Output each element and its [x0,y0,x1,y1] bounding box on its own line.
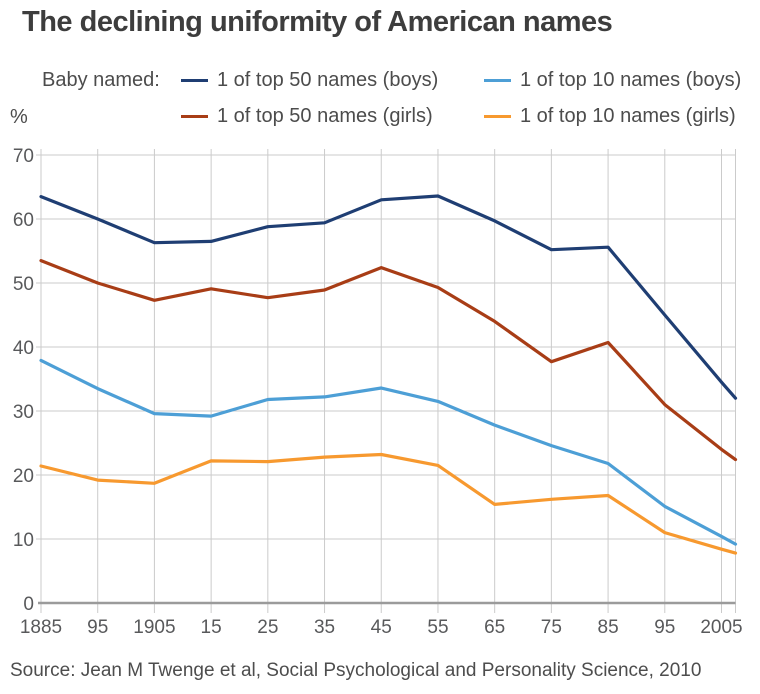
x-tick-label: 75 [541,617,562,638]
legend-label-top10-boys: 1 of top 10 names (boys) [520,69,742,91]
series-line-top50-girls [39,259,738,462]
legend-swatch-top10-girls-icon [484,114,511,119]
x-tick-label: 1885 [20,617,62,638]
legend-item-top10-girls: 1 of top 10 names (girls) [484,105,736,128]
legend-swatch-top50-girls-icon [181,114,208,119]
y-tick-label: 60 [13,210,34,231]
y-tick-label: 30 [13,402,34,423]
x-tick-label: 55 [427,617,448,638]
x-tick-label: 95 [654,617,675,638]
legend-label-top50-boys: 1 of top 50 names (boys) [217,69,439,91]
legend-label-top10-girls: 1 of top 10 names (girls) [520,105,736,127]
series-line-top50-boys [39,194,738,400]
y-tick-label: 50 [13,274,34,295]
x-tick-label: 15 [201,617,222,638]
series-line-top10-boys [39,358,738,546]
x-tick-label: 85 [598,617,619,638]
series-line-top10-girls [39,452,738,555]
x-tick-label: 65 [484,617,505,638]
x-tick-label: 2005 [700,617,742,638]
source-attribution: Source: Jean M Twenge et al, Social Psyc… [10,660,702,681]
x-tick-label: 35 [314,617,335,638]
legend-prefix: Baby named: [42,69,160,91]
legend-swatch-top10-boys-icon [484,78,511,83]
x-tick-label: 1905 [133,617,175,638]
y-tick-label: 10 [13,530,34,551]
legend-item-top10-boys: 1 of top 10 names (boys) [484,69,741,92]
legend-item-top50-girls: 1 of top 50 names (girls) [181,105,433,128]
y-tick-label: 40 [13,338,34,359]
y-tick-label: 20 [13,466,34,487]
legend-item-top50-boys: 1 of top 50 names (boys) [181,69,438,92]
chart-title: The declining uniformity of American nam… [22,6,613,38]
x-tick-label: 95 [87,617,108,638]
legend-swatch-top50-boys-icon [181,78,208,83]
y-tick-label: 70 [13,146,34,167]
x-tick-label: 25 [257,617,278,638]
y-axis-unit-label: % [10,106,28,128]
y-tick-label: 0 [23,594,34,615]
legend-label-top50-girls: 1 of top 50 names (girls) [217,105,433,127]
x-tick-label: 45 [371,617,392,638]
